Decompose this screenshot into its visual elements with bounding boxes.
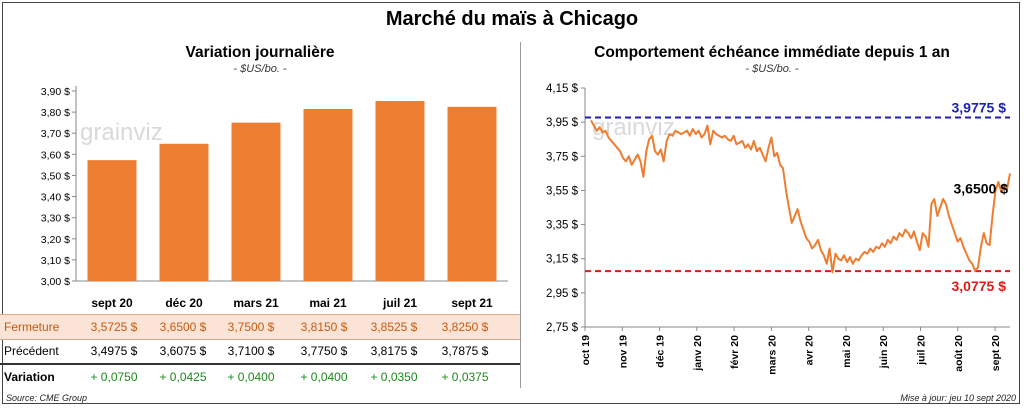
x-tick-label: juin 20 [878, 335, 890, 369]
right-panel-unit: - $US/bo. - [745, 63, 799, 75]
x-tick-label: oct 19 [580, 335, 592, 366]
precedent-cell: 3,6075 $ [159, 344, 207, 358]
precedent-cell: 3,4975 $ [90, 344, 138, 358]
table-row-precedent: Précédent 3,4975 $ 3,6075 $ 3,7100 $ 3,7… [0, 339, 520, 365]
variation-cell: + 0,0400 [227, 370, 275, 384]
y-tick-label: 3,75 $ [546, 151, 579, 163]
line-chart: grainviz 2,75 $ 2,95 $ 3,15 $ 3,35 $ 3,55 $ 3,… [546, 83, 1011, 375]
fermeture-cell: 3,6500 $ [159, 320, 207, 334]
y-tick-label: 3,70 $ [41, 128, 70, 140]
x-tick-label: mai 21 [309, 296, 347, 310]
y-tick-label: 4,15 $ [546, 83, 579, 95]
variation-cell: + 0,0400 [300, 370, 348, 384]
fermeture-cell: 3,5725 $ [90, 320, 138, 334]
bar [87, 160, 137, 281]
x-tick-label: nov 19 [617, 335, 629, 368]
x-tick-label: mars 20 [766, 335, 778, 375]
left-panel-title: Variation journalière [185, 44, 335, 61]
table-row-variation: Variation + 0,0750 + 0,0425 + 0,0400 + 0… [0, 365, 520, 389]
reference-line-label: 3,0775 $ [952, 278, 1007, 294]
variation-cell: + 0,0350 [370, 370, 418, 384]
y-tick-label: 3,50 $ [41, 170, 70, 182]
x-tick-label: juil 20 [916, 335, 928, 366]
source-note: Source: CME Group [6, 393, 88, 403]
x-tick-label: juil 21 [382, 296, 417, 310]
fermeture-cell: 3,8150 $ [300, 320, 348, 334]
reference-line-label: 3,9775 $ [952, 99, 1007, 115]
chart-frame [2, 2, 1020, 404]
bar [447, 106, 497, 281]
last-value-label: 3,6500 $ [954, 180, 1009, 196]
x-tick-label: mai 20 [841, 335, 853, 368]
bar [375, 101, 425, 282]
precedent-label: Précédent [4, 344, 59, 358]
panel-divider [520, 42, 521, 388]
bar-chart: grainviz 3,00 $ 3,10 $ 3,20 $ 3,30 $ 3,40 $ 3,… [41, 86, 508, 310]
bar [231, 122, 281, 282]
x-tick-label: sept 20 [91, 296, 133, 310]
precedent-cell: 3,7875 $ [441, 344, 489, 358]
y-tick-label: 3,60 $ [41, 149, 70, 161]
y-tick-label: 2,75 $ [546, 322, 579, 334]
x-tick-label: sept 20 [990, 335, 1002, 371]
left-panel-unit: - $US/bo. - [233, 63, 287, 75]
fermeture-label: Fermeture [4, 320, 60, 334]
variation-cell: + 0,0375 [441, 370, 489, 384]
x-tick-label: sept 21 [451, 296, 493, 310]
y-tick-label: 3,90 $ [41, 86, 70, 98]
y-tick-label: 3,55 $ [546, 185, 579, 197]
x-tick-label: déc 20 [165, 296, 203, 310]
y-tick-label: 3,10 $ [41, 255, 70, 267]
x-tick-label: août 20 [953, 335, 965, 372]
watermark-text: grainviz [80, 119, 163, 146]
y-tick-label: 3,20 $ [41, 234, 70, 246]
y-tick-label: 3,35 $ [546, 220, 579, 232]
fermeture-cell: 3,7500 $ [227, 320, 275, 334]
update-note: Mise à jour: jeu 10 sept 2020 [900, 393, 1016, 403]
watermark-text: grainviz [592, 114, 675, 141]
y-tick-label: 3,40 $ [41, 192, 70, 204]
bar [159, 143, 209, 281]
y-tick-label: 3,30 $ [41, 213, 70, 225]
variation-label: Variation [4, 370, 55, 384]
y-tick-label: 3,80 $ [41, 107, 70, 119]
fermeture-cell: 3,8525 $ [370, 320, 418, 334]
right-panel-title: Comportement échéance immédiate depuis 1… [594, 44, 950, 61]
x-tick-label: janv 20 [692, 335, 704, 372]
x-tick-label: avr 20 [804, 335, 816, 366]
y-tick-label: 3,00 $ [41, 276, 70, 288]
page-title: Marché du maïs à Chicago [385, 8, 639, 30]
y-tick-label: 3,95 $ [546, 117, 579, 129]
bar [303, 108, 353, 281]
precedent-cell: 3,8175 $ [370, 344, 418, 358]
variation-cell: + 0,0425 [159, 370, 207, 384]
price-line [590, 119, 1011, 274]
table-row-fermeture: Fermeture 3,5725 $ 3,6500 $ 3,7500 $ 3,8… [0, 314, 520, 340]
variation-cell: + 0,0750 [90, 370, 138, 384]
x-tick-label: déc 19 [655, 335, 667, 368]
fermeture-cell: 3,8250 $ [441, 320, 489, 334]
precedent-cell: 3,7100 $ [227, 344, 275, 358]
x-tick-label: mars 21 [233, 296, 279, 310]
precedent-cell: 3,7750 $ [300, 344, 348, 358]
y-tick-label: 3,15 $ [546, 254, 579, 266]
y-tick-label: 2,95 $ [546, 288, 579, 300]
x-tick-label: févr 20 [729, 335, 741, 369]
